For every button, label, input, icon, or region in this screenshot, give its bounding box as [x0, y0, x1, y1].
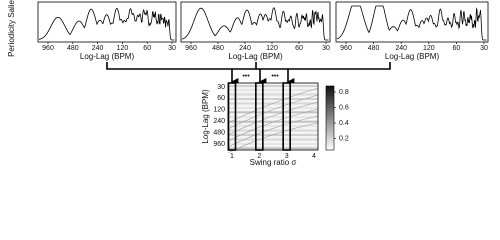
x-axis-label: Log-Lag (BPM) [228, 52, 283, 61]
selected-column [255, 82, 264, 151]
x-tick-label: 960 [185, 45, 197, 52]
x-tick-label: 480 [67, 45, 79, 52]
ellipsis: ••• [271, 73, 279, 80]
colorbar-tick-label: 0.2 [339, 135, 349, 142]
x-tick-label: 240 [239, 45, 251, 52]
x-tick-label: 240 [395, 45, 407, 52]
selected-column [227, 82, 237, 151]
x-tick-label: 240 [92, 45, 104, 52]
x-axis-label: Log-Lag (BPM) [80, 52, 135, 61]
panel-frame [180, 1, 331, 43]
x-tick-label: 60 [453, 45, 461, 52]
x-tick-label: 960 [42, 45, 54, 52]
selected-column [282, 82, 291, 151]
x-tick-label: 960 [340, 45, 352, 52]
salience-curve [38, 8, 175, 41]
x-tick-label: 30 [322, 45, 330, 52]
colorbar [325, 85, 335, 151]
salience-curve [336, 5, 487, 41]
y-tick-label: 480 [213, 129, 225, 136]
panel-frame [335, 1, 489, 43]
x-tick-label: 30 [480, 45, 488, 52]
y-tick-label: 120 [213, 107, 225, 114]
x-tick-label: 2 [257, 153, 261, 160]
colorbar-tick-label: 0.8 [339, 89, 349, 96]
x-tick-label: 120 [423, 45, 435, 52]
x-tick-label: 480 [368, 45, 380, 52]
x-tick-label: 30 [168, 45, 176, 52]
x-axis-label: Swing ratio σ [250, 158, 297, 167]
salience-curve [181, 7, 329, 41]
y-axis-label: Periodicity Salience [7, 0, 16, 57]
y-tick-label: 30 [217, 84, 225, 91]
x-tick-label: 120 [266, 45, 278, 52]
x-tick-label: 3 [285, 153, 289, 160]
x-axis-label: Log-Lag (BPM) [385, 52, 440, 61]
y-tick-label: 60 [217, 95, 225, 102]
x-tick-label: 1 [230, 153, 234, 160]
y-axis-label: Log-Lag (BPM) [201, 89, 210, 144]
y-tick-label: 240 [213, 118, 225, 125]
panel-frame [37, 1, 177, 43]
ellipsis: ••• [242, 73, 250, 80]
x-tick-label: 4 [312, 153, 316, 160]
arrows [106, 62, 391, 86]
x-tick-label: 60 [143, 45, 151, 52]
colorbar-tick-label: 0.6 [339, 104, 349, 111]
colorbar-tick-label: 0.4 [339, 120, 349, 127]
x-tick-label: 480 [212, 45, 224, 52]
x-tick-label: 120 [117, 45, 129, 52]
x-tick-label: 60 [295, 45, 303, 52]
y-tick-label: 960 [213, 141, 225, 148]
